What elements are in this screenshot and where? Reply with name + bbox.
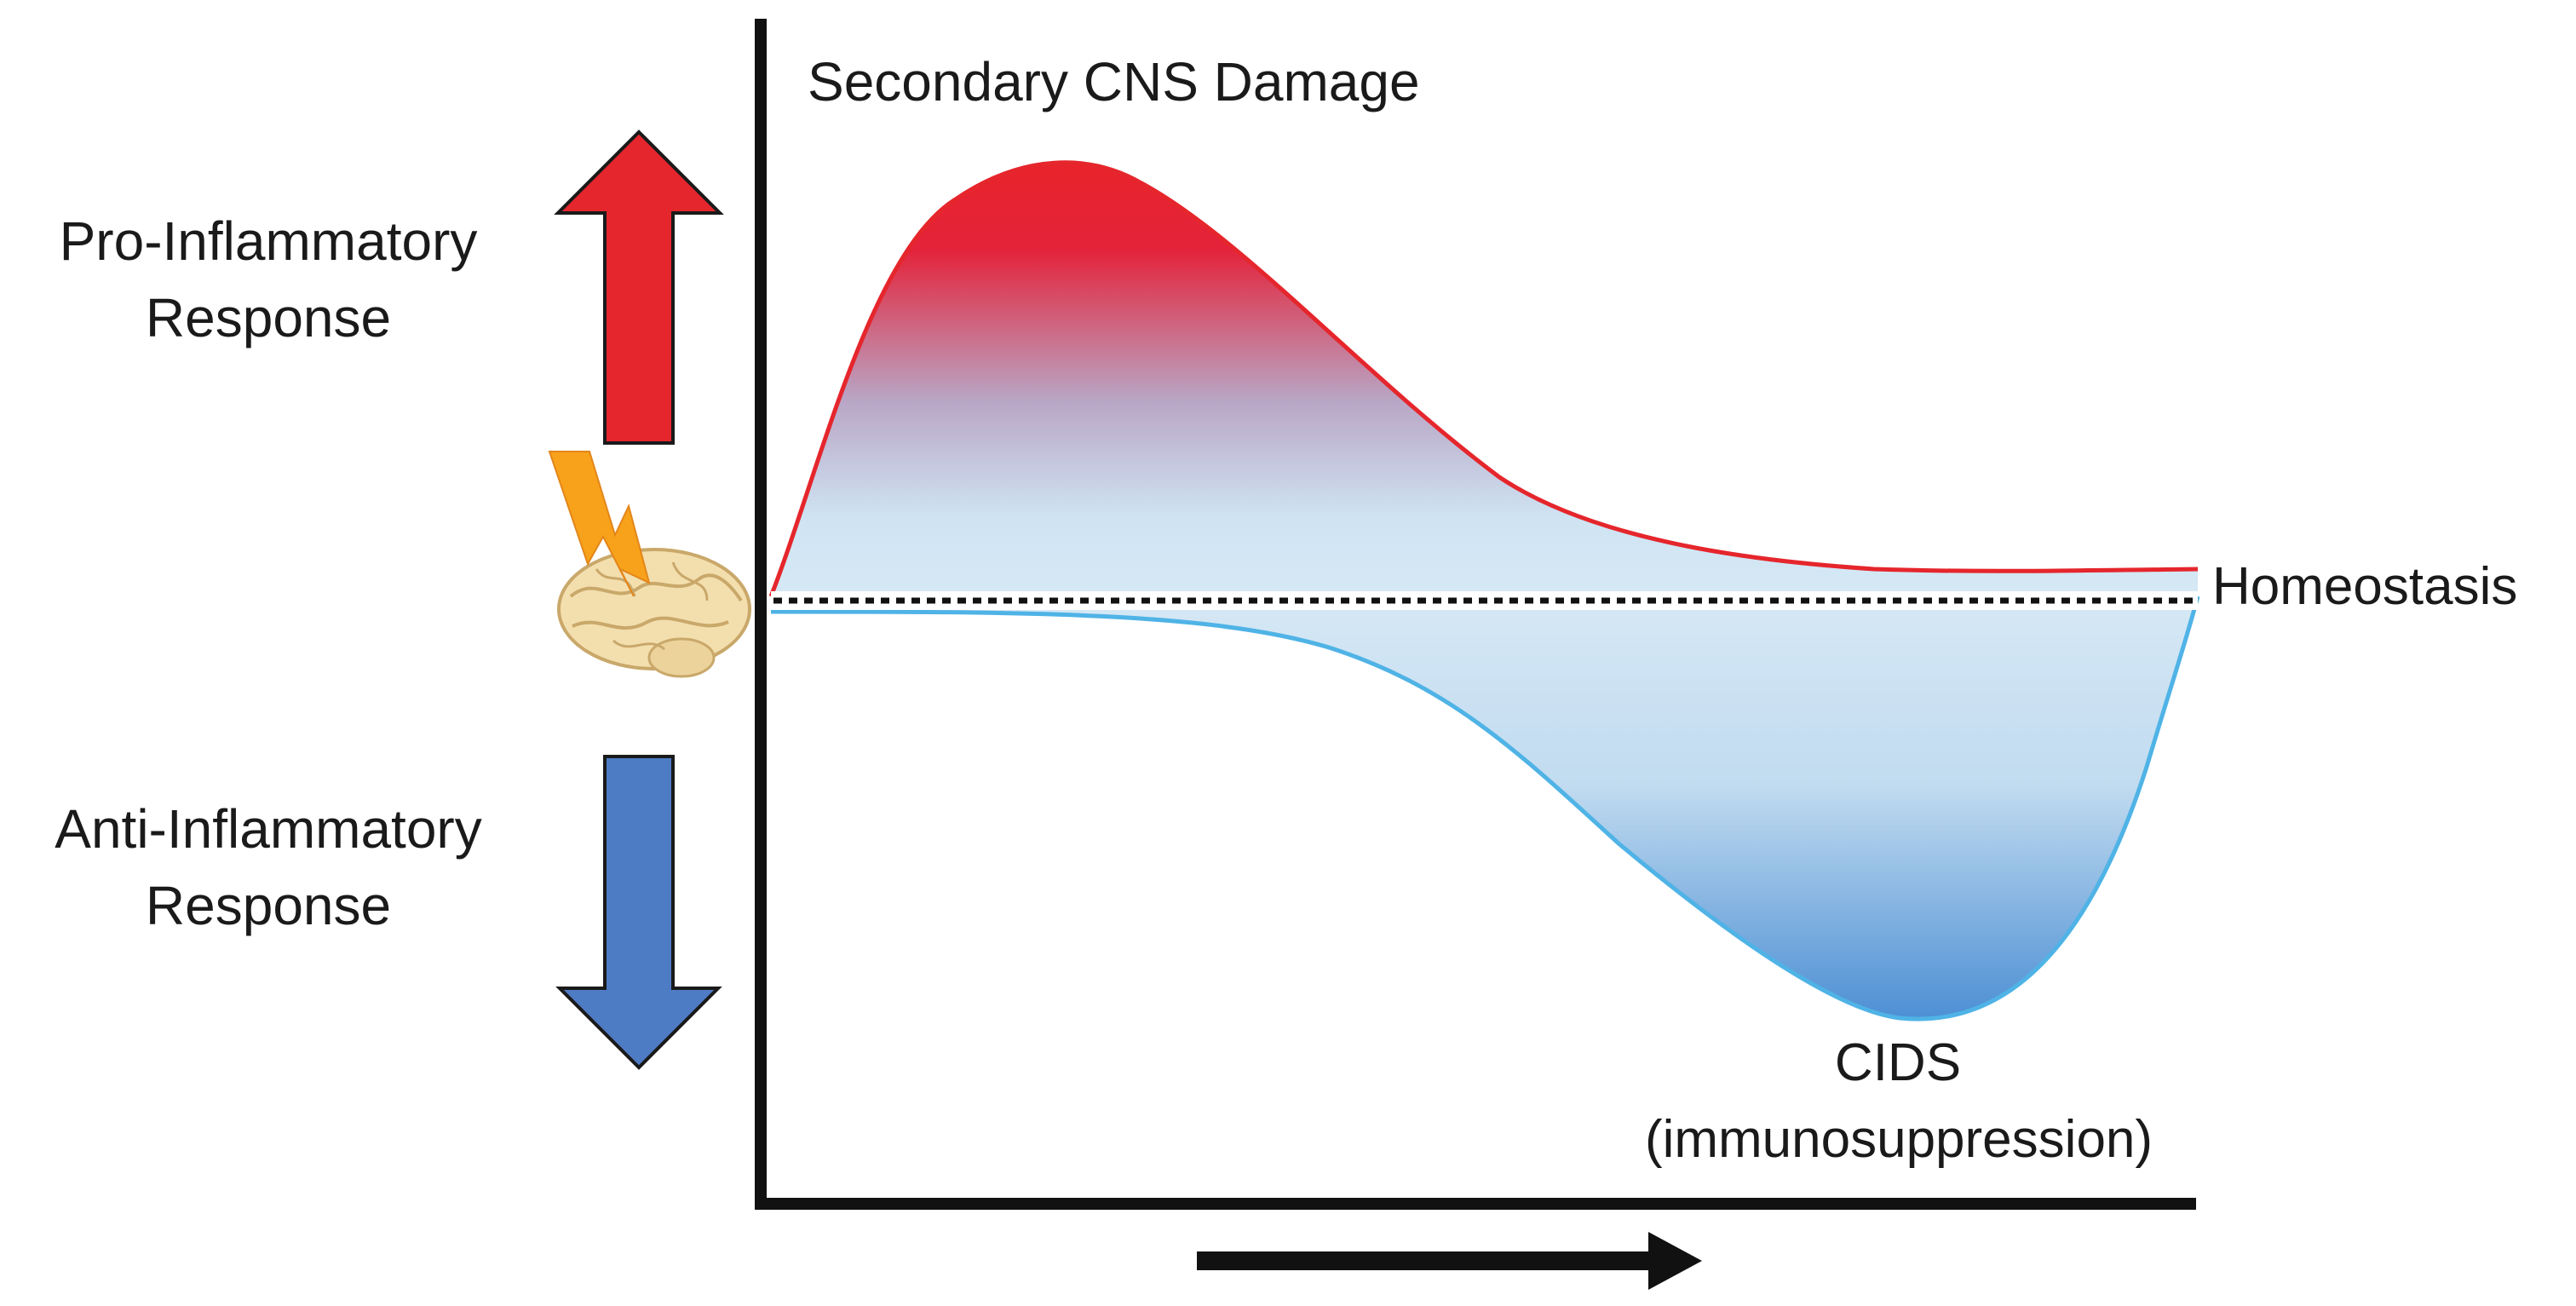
anti-inflammatory-curve — [770, 595, 2200, 1021]
diagram-title: Secondary CNS Damage — [808, 51, 1420, 112]
brain-lightning-icon — [548, 451, 751, 678]
time-arrow-icon — [1197, 1232, 1702, 1290]
pro-inflammatory-label: Pro-Inflammatory — [60, 210, 478, 272]
down-arrow-icon — [555, 755, 722, 1070]
anti-inflammatory-label-2: Response — [146, 875, 391, 936]
pro-inflammatory-area — [771, 162, 2198, 596]
cids-label-2: (immunosuppression) — [1645, 1110, 2153, 1169]
anti-inflammatory-label: Anti-Inflammatory — [55, 798, 481, 860]
homeostasis-label: Homeostasis — [2212, 557, 2517, 616]
cids-label: CIDS — [1835, 1033, 1961, 1092]
pro-inflammatory-curve — [768, 160, 2199, 597]
anti-inflammatory-area — [771, 596, 2198, 1020]
up-arrow-icon — [554, 129, 724, 445]
pro-inflammatory-label-2: Response — [146, 287, 391, 348]
